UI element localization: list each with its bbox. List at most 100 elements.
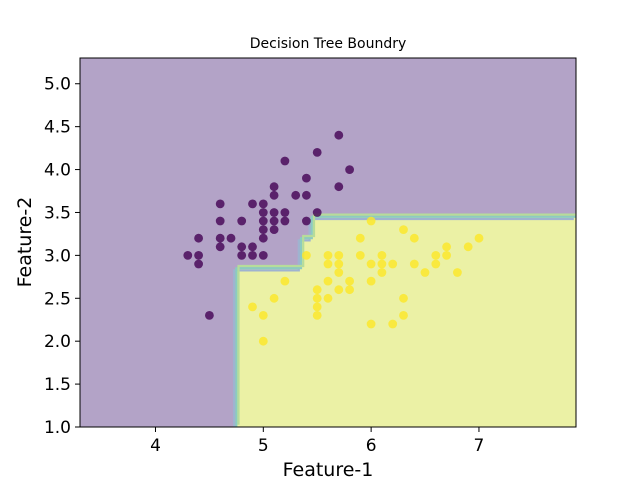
point-class-0 bbox=[345, 165, 354, 175]
point-class-1 bbox=[334, 259, 344, 269]
point-class-0 bbox=[269, 208, 279, 217]
point-class-1 bbox=[323, 293, 333, 303]
x-tick-label: 7 bbox=[474, 436, 485, 456]
point-class-0 bbox=[248, 242, 257, 252]
point-class-1 bbox=[442, 251, 451, 260]
point-class-0 bbox=[215, 216, 225, 226]
point-class-1 bbox=[377, 251, 387, 260]
point-class-1 bbox=[377, 259, 387, 269]
point-class-0 bbox=[194, 251, 204, 260]
point-class-1 bbox=[334, 285, 344, 295]
point-class-1 bbox=[280, 276, 290, 286]
point-class-1 bbox=[355, 251, 365, 260]
point-class-0 bbox=[334, 130, 344, 140]
point-class-1 bbox=[248, 302, 257, 312]
point-class-1 bbox=[399, 311, 408, 320]
point-class-1 bbox=[409, 259, 419, 269]
point-class-0 bbox=[258, 251, 268, 260]
point-class-1 bbox=[366, 216, 376, 226]
scatter-points bbox=[183, 130, 484, 346]
point-class-1 bbox=[431, 259, 441, 269]
point-class-1 bbox=[366, 319, 376, 329]
point-class-1 bbox=[323, 259, 333, 269]
point-class-1 bbox=[453, 268, 462, 277]
point-class-0 bbox=[258, 199, 268, 209]
plot-frame bbox=[79, 57, 577, 428]
point-class-0 bbox=[226, 233, 236, 243]
point-class-0 bbox=[334, 182, 344, 192]
point-class-0 bbox=[280, 216, 290, 226]
point-class-1 bbox=[377, 268, 387, 277]
point-class-0 bbox=[269, 190, 279, 200]
y-axis-ticks: 1.0 1.5 2.0 2.5 3.0 3.5 4.0 4.5 5.0 bbox=[44, 75, 80, 438]
point-class-0 bbox=[269, 216, 279, 226]
point-class-1 bbox=[345, 276, 354, 286]
chart-title: Decision Tree Boundry bbox=[250, 36, 407, 52]
y-axis-label: Feature-2 bbox=[14, 197, 36, 288]
y-tick-label: 2.0 bbox=[44, 332, 71, 352]
point-class-0 bbox=[258, 225, 268, 235]
decision-regions bbox=[80, 58, 576, 427]
region-class-1 bbox=[236, 216, 576, 427]
point-class-0 bbox=[269, 225, 279, 235]
point-class-1 bbox=[388, 259, 398, 269]
point-class-1 bbox=[258, 336, 268, 346]
point-class-1 bbox=[431, 251, 441, 260]
y-tick-label: 1.0 bbox=[44, 418, 71, 438]
point-class-1 bbox=[366, 259, 376, 269]
point-class-0 bbox=[183, 251, 193, 260]
point-class-0 bbox=[312, 148, 322, 157]
point-class-1 bbox=[312, 285, 322, 295]
y-tick-label: 3.5 bbox=[44, 203, 71, 223]
boundary-contour bbox=[235, 215, 576, 427]
point-class-0 bbox=[280, 208, 290, 217]
x-tick-label: 5 bbox=[258, 436, 269, 456]
point-class-1 bbox=[474, 233, 484, 243]
point-class-1 bbox=[345, 285, 354, 295]
point-class-0 bbox=[312, 208, 322, 217]
y-tick-label: 5.0 bbox=[44, 75, 71, 95]
point-class-1 bbox=[323, 276, 333, 286]
point-class-1 bbox=[366, 276, 376, 286]
x-axis-label: Feature-1 bbox=[283, 459, 374, 480]
point-class-0 bbox=[237, 251, 247, 260]
point-class-0 bbox=[215, 233, 225, 243]
point-class-1 bbox=[388, 319, 398, 329]
point-class-0 bbox=[302, 173, 311, 183]
point-class-1 bbox=[334, 251, 344, 260]
point-class-0 bbox=[258, 208, 268, 217]
point-class-0 bbox=[205, 311, 214, 320]
point-class-1 bbox=[312, 302, 322, 312]
point-class-1 bbox=[463, 242, 473, 252]
point-class-0 bbox=[215, 199, 225, 209]
point-class-0 bbox=[237, 216, 247, 226]
point-class-1 bbox=[312, 311, 322, 320]
point-class-0 bbox=[215, 242, 225, 252]
point-class-0 bbox=[248, 199, 257, 209]
point-class-1 bbox=[334, 268, 344, 277]
point-class-0 bbox=[237, 242, 247, 252]
y-tick-label: 2.5 bbox=[44, 289, 71, 309]
x-axis-ticks: 4 5 6 7 bbox=[150, 427, 484, 456]
point-class-0 bbox=[194, 259, 204, 269]
point-class-0 bbox=[302, 190, 311, 200]
point-class-0 bbox=[248, 251, 257, 260]
point-class-0 bbox=[194, 233, 204, 243]
y-tick-label: 3.0 bbox=[44, 246, 71, 266]
point-class-0 bbox=[280, 156, 290, 166]
point-class-1 bbox=[312, 293, 322, 303]
point-class-1 bbox=[302, 251, 311, 260]
point-class-0 bbox=[302, 216, 311, 226]
point-class-1 bbox=[399, 225, 408, 235]
x-tick-label: 4 bbox=[150, 436, 161, 456]
point-class-1 bbox=[258, 311, 268, 320]
point-class-0 bbox=[291, 190, 301, 200]
y-tick-label: 1.5 bbox=[44, 375, 71, 395]
point-class-0 bbox=[258, 216, 268, 226]
x-tick-label: 6 bbox=[366, 436, 377, 456]
y-tick-label: 4.5 bbox=[44, 118, 71, 138]
point-class-1 bbox=[442, 242, 451, 252]
point-class-0 bbox=[258, 233, 268, 243]
point-class-0 bbox=[269, 182, 279, 192]
